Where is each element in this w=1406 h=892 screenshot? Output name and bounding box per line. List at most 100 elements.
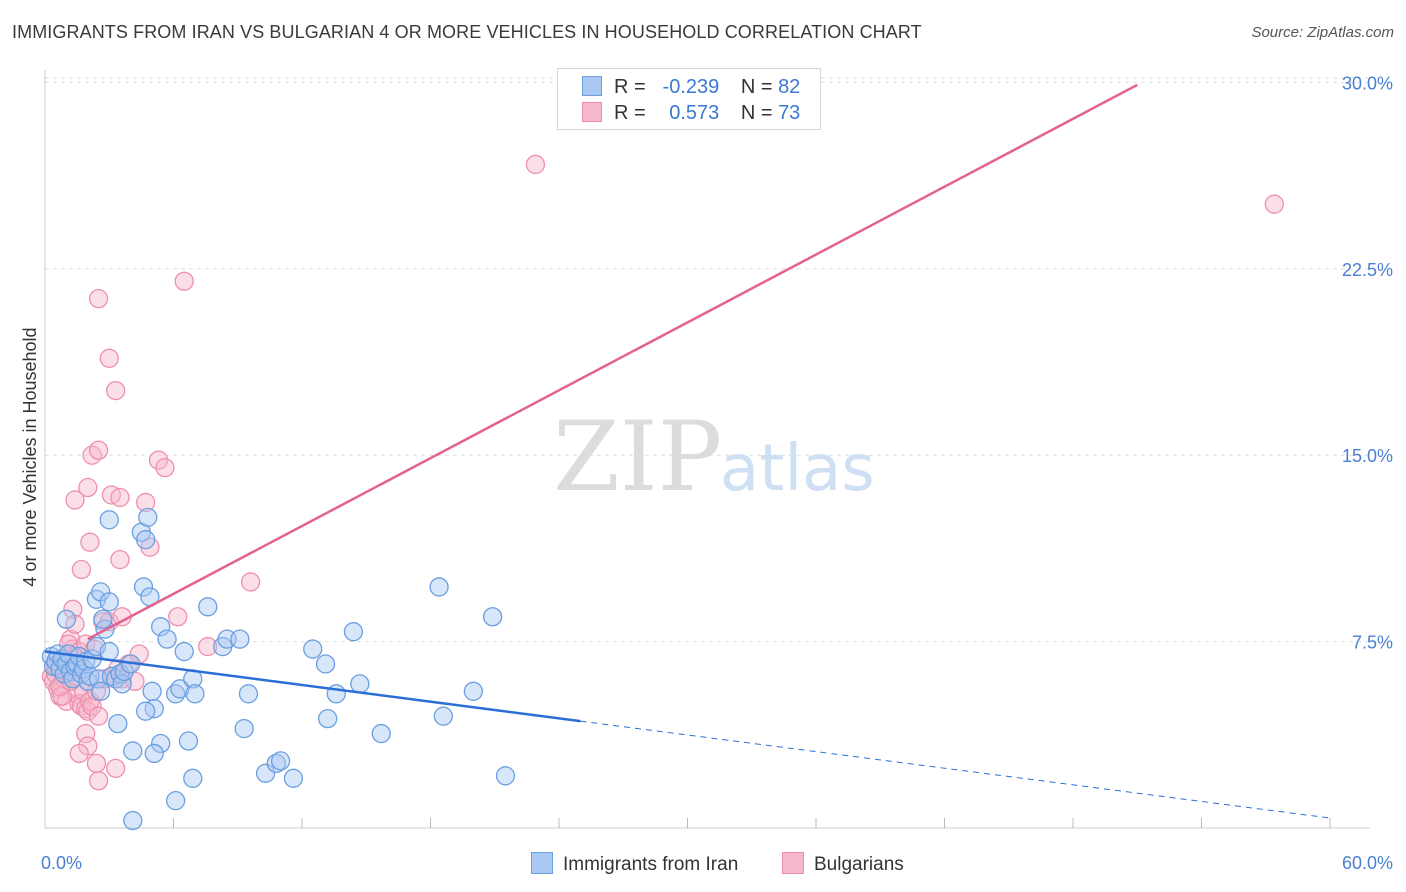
bulgarians-point xyxy=(174,271,194,291)
bulgarians-point xyxy=(88,440,109,460)
bulgarians-point xyxy=(110,549,130,570)
bulgarians-point xyxy=(63,599,83,619)
x-tick-label: 60.0% xyxy=(1342,853,1393,873)
bulgarians-point xyxy=(525,154,546,175)
bulgarians-point xyxy=(240,572,261,592)
bulgarians-point xyxy=(136,492,156,513)
bulgarians-point xyxy=(86,753,107,774)
iran-point xyxy=(433,706,454,726)
bulgarians-point xyxy=(198,636,218,657)
iran-point xyxy=(150,617,171,637)
iran-point xyxy=(234,718,254,739)
iran-point xyxy=(178,731,199,751)
legend-item-iran[interactable]: Immigrants from Iran xyxy=(531,852,738,876)
bulgarians-point xyxy=(65,490,85,510)
bulgarians-point xyxy=(76,723,96,744)
iran-swatch xyxy=(531,852,553,874)
iran-point xyxy=(112,674,132,694)
iran-point xyxy=(136,701,156,721)
chart-title: IMMIGRANTS FROM IRAN VS BULGARIAN 4 OR M… xyxy=(12,22,922,42)
iran-point xyxy=(198,597,218,617)
bulgarians-point xyxy=(106,380,126,401)
iran-point xyxy=(123,810,143,831)
iran-point xyxy=(318,708,338,729)
iran-point xyxy=(91,681,111,701)
data-points xyxy=(41,154,1284,831)
watermark-atlas: atlas xyxy=(720,432,875,506)
iran-point xyxy=(136,530,156,550)
watermark-zip: ZIP xyxy=(553,401,722,513)
grid-lines xyxy=(45,77,1370,643)
bulgarians-point xyxy=(168,607,188,627)
iran-trend-line xyxy=(44,650,581,723)
watermark: ZIP atlas xyxy=(553,401,875,513)
iran-point xyxy=(238,684,259,704)
bulgarians-point xyxy=(99,348,119,368)
bulgarians-point xyxy=(69,743,89,764)
iran-point xyxy=(495,766,516,786)
legend-n-label: N = xyxy=(740,76,773,98)
iran-point xyxy=(99,592,119,612)
iran-point xyxy=(123,741,143,761)
y-tick-label: 30.0% xyxy=(1342,73,1393,93)
bulgarians-swatch xyxy=(782,852,804,874)
legend-r-label: R = xyxy=(614,76,646,98)
legend-r-value-iran: -0.239 xyxy=(662,76,720,98)
bulgarians-point xyxy=(88,706,109,726)
y-axis-label: 4 or more Vehicles in Household xyxy=(20,327,40,586)
iran-point xyxy=(230,629,250,649)
iran-point xyxy=(429,577,449,597)
legend-n-label: N = xyxy=(740,102,773,124)
legend-item-bulgarians[interactable]: Bulgarians xyxy=(782,852,904,876)
bulgarians-point xyxy=(1264,194,1284,214)
iran-point xyxy=(303,639,323,659)
legend-label-bulgarians: Bulgarians xyxy=(814,854,904,875)
iran-point xyxy=(133,577,154,597)
iran-point xyxy=(185,684,205,704)
iran-swatch xyxy=(582,76,602,96)
iran-point xyxy=(150,733,171,754)
iran-point xyxy=(138,507,158,527)
bulgarians-point xyxy=(148,450,169,470)
legend-n-value-iran: 82 xyxy=(778,76,801,98)
bulgarians-swatch xyxy=(582,102,602,122)
bulgarians-point xyxy=(78,477,98,498)
correlation-legend: R = -0.239 N = 82 R = 0.573 N = 73 xyxy=(557,68,821,130)
iran-point xyxy=(144,743,164,764)
bulgarians-point xyxy=(80,532,100,552)
iran-trend-extension xyxy=(580,720,1331,819)
iran-point xyxy=(343,622,364,642)
iran-point xyxy=(482,607,503,627)
iran-point xyxy=(93,609,113,629)
iran-point xyxy=(108,713,128,734)
legend-r-label: R = xyxy=(614,102,646,124)
bulgarians-point xyxy=(82,696,102,716)
iran-point xyxy=(463,681,483,701)
iran-point xyxy=(142,681,162,701)
bulgarians-point xyxy=(82,445,102,465)
bulgarians-point xyxy=(155,457,175,478)
iran-point xyxy=(270,751,291,771)
iran-point xyxy=(255,763,276,783)
iran-point xyxy=(157,629,177,649)
y-tick-label: 15.0% xyxy=(1342,446,1393,466)
legend-label-iran: Immigrants from Iran xyxy=(563,854,739,875)
source-label: Source: ZipAtlas.com xyxy=(1251,24,1394,41)
bulgarians-point xyxy=(88,288,109,309)
y-tick-label: 22.5% xyxy=(1342,260,1393,280)
bulgarians-point xyxy=(71,559,92,580)
iran-point xyxy=(315,654,336,674)
bulgarians-point xyxy=(88,771,109,791)
iran-point xyxy=(56,609,77,629)
iran-point xyxy=(371,723,391,744)
legend-row-bulgarians: R = 0.573 N = 73 xyxy=(582,102,800,128)
x-tick-label: 0.0% xyxy=(41,853,82,873)
legend-n-value-bulgarians: 73 xyxy=(778,102,801,124)
iran-point xyxy=(350,674,370,694)
bulgarians-trend-line xyxy=(87,83,1138,641)
iran-point xyxy=(183,768,203,788)
iran-point xyxy=(99,510,119,530)
trend-lines xyxy=(44,83,1331,819)
legend-row-iran: R = -0.239 N = 82 xyxy=(582,76,800,102)
